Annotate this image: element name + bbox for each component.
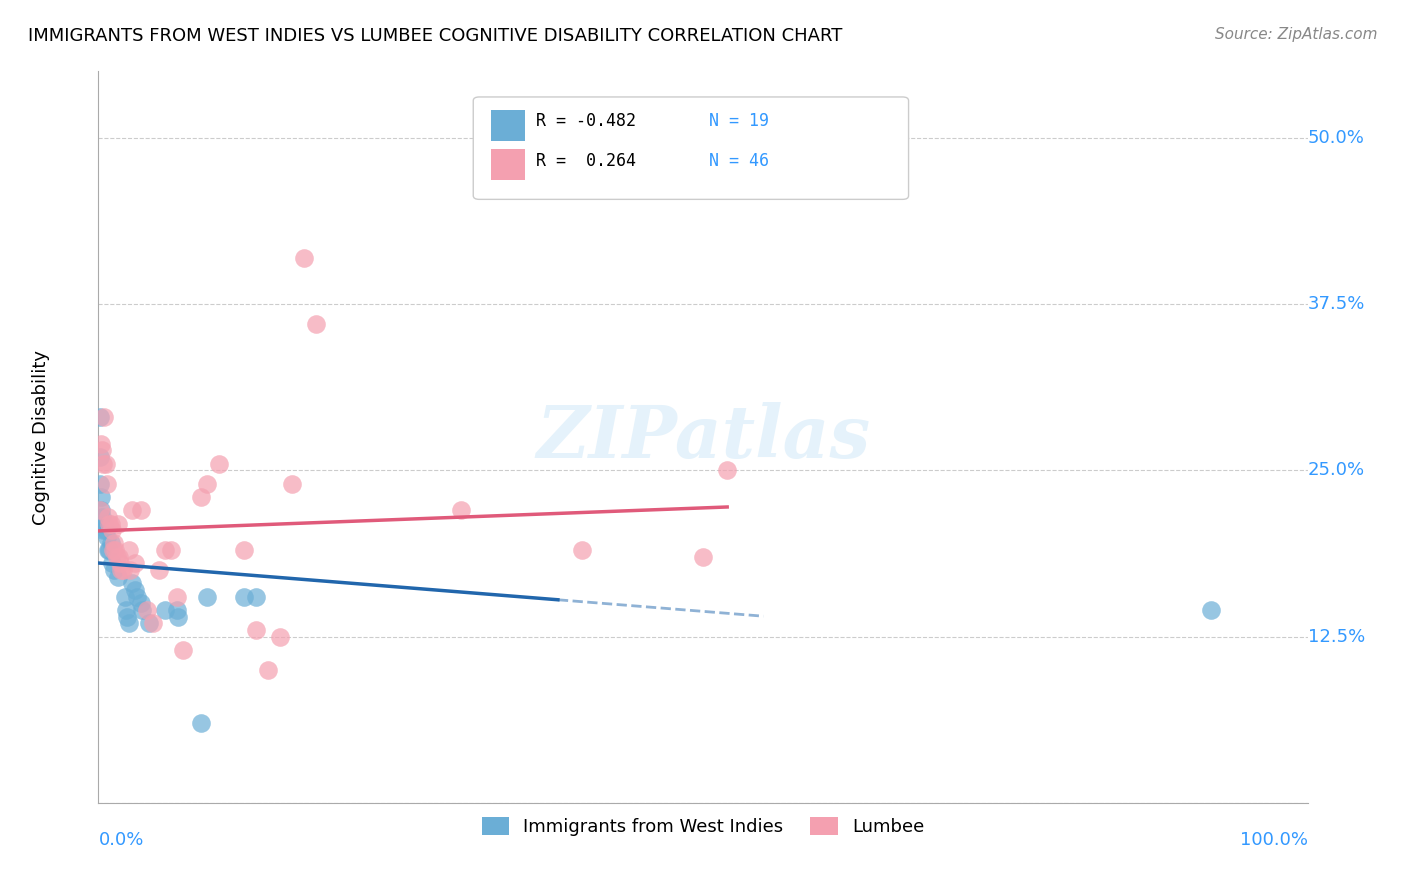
Point bbox=[172, 643, 194, 657]
FancyBboxPatch shape bbox=[474, 97, 908, 200]
Point bbox=[108, 557, 131, 571]
Point bbox=[110, 563, 132, 577]
Point bbox=[101, 543, 124, 558]
Text: 25.0%: 25.0% bbox=[1308, 461, 1365, 479]
Point bbox=[105, 549, 128, 564]
Point bbox=[98, 543, 121, 558]
Point bbox=[245, 623, 267, 637]
Point bbox=[93, 410, 115, 425]
Point bbox=[98, 516, 121, 531]
Point bbox=[124, 557, 146, 571]
Point bbox=[89, 503, 111, 517]
Point bbox=[91, 523, 114, 537]
Point bbox=[167, 609, 190, 624]
FancyBboxPatch shape bbox=[492, 110, 526, 141]
Point bbox=[450, 503, 472, 517]
Point bbox=[121, 503, 143, 517]
Point bbox=[142, 616, 165, 631]
Text: IMMIGRANTS FROM WEST INDIES VS LUMBEE COGNITIVE DISABILITY CORRELATION CHART: IMMIGRANTS FROM WEST INDIES VS LUMBEE CO… bbox=[28, 27, 842, 45]
Point bbox=[305, 317, 328, 331]
Point bbox=[96, 476, 118, 491]
Text: 100.0%: 100.0% bbox=[1240, 830, 1308, 848]
Text: 12.5%: 12.5% bbox=[1308, 628, 1365, 646]
Legend: Immigrants from West Indies, Lumbee: Immigrants from West Indies, Lumbee bbox=[472, 807, 934, 845]
Point bbox=[232, 543, 254, 558]
Point bbox=[89, 476, 111, 491]
Point bbox=[256, 663, 278, 677]
Point bbox=[115, 603, 138, 617]
Point bbox=[91, 443, 114, 458]
Point bbox=[292, 251, 315, 265]
Point bbox=[269, 630, 291, 644]
Point bbox=[135, 603, 157, 617]
Point bbox=[97, 509, 120, 524]
Text: N = 46: N = 46 bbox=[709, 152, 769, 169]
Point bbox=[148, 563, 170, 577]
Point bbox=[1199, 603, 1222, 617]
Point bbox=[190, 490, 212, 504]
Point bbox=[692, 549, 714, 564]
Point bbox=[111, 563, 134, 577]
Point bbox=[100, 516, 122, 531]
Point bbox=[91, 509, 114, 524]
Point bbox=[118, 563, 141, 577]
Point bbox=[90, 490, 112, 504]
Point bbox=[97, 543, 120, 558]
Point bbox=[195, 476, 218, 491]
Point bbox=[94, 523, 117, 537]
Point bbox=[104, 543, 127, 558]
Text: 0.0%: 0.0% bbox=[98, 830, 143, 848]
Point bbox=[90, 503, 112, 517]
Point bbox=[91, 457, 114, 471]
Point bbox=[118, 616, 141, 631]
Point bbox=[107, 570, 129, 584]
Point bbox=[90, 436, 112, 450]
Point bbox=[121, 576, 143, 591]
Point bbox=[195, 590, 218, 604]
Point bbox=[127, 590, 149, 604]
Point bbox=[138, 616, 160, 631]
Point bbox=[232, 590, 254, 604]
Point bbox=[208, 457, 231, 471]
Text: ZIPatlas: ZIPatlas bbox=[536, 401, 870, 473]
Point bbox=[131, 603, 153, 617]
Point bbox=[100, 557, 122, 571]
Text: 50.0%: 50.0% bbox=[1308, 128, 1364, 147]
Point bbox=[91, 516, 114, 531]
Point bbox=[118, 543, 141, 558]
Point bbox=[100, 536, 122, 550]
Point bbox=[89, 450, 111, 464]
Text: Source: ZipAtlas.com: Source: ZipAtlas.com bbox=[1215, 27, 1378, 42]
Point bbox=[107, 516, 129, 531]
Point bbox=[129, 503, 152, 517]
Point bbox=[89, 410, 111, 425]
Point bbox=[153, 543, 176, 558]
Point bbox=[245, 590, 267, 604]
Point bbox=[124, 582, 146, 597]
Point bbox=[716, 463, 738, 477]
Point bbox=[103, 536, 125, 550]
Text: R = -0.482: R = -0.482 bbox=[536, 112, 636, 130]
Point bbox=[281, 476, 304, 491]
Text: Cognitive Disability: Cognitive Disability bbox=[32, 350, 51, 524]
Text: 37.5%: 37.5% bbox=[1308, 295, 1365, 313]
Point bbox=[117, 609, 139, 624]
Text: N = 19: N = 19 bbox=[709, 112, 769, 130]
Point bbox=[94, 457, 117, 471]
Point bbox=[96, 530, 118, 544]
Point bbox=[93, 516, 115, 531]
Point bbox=[108, 549, 131, 564]
Point bbox=[100, 523, 122, 537]
Point bbox=[114, 590, 136, 604]
Point bbox=[153, 603, 176, 617]
Point bbox=[103, 563, 125, 577]
FancyBboxPatch shape bbox=[492, 149, 526, 179]
Point bbox=[571, 543, 593, 558]
Point bbox=[166, 590, 188, 604]
Point bbox=[129, 596, 152, 610]
Point bbox=[160, 543, 183, 558]
Point bbox=[166, 603, 188, 617]
Point bbox=[190, 716, 212, 731]
Text: R =  0.264: R = 0.264 bbox=[536, 152, 636, 169]
